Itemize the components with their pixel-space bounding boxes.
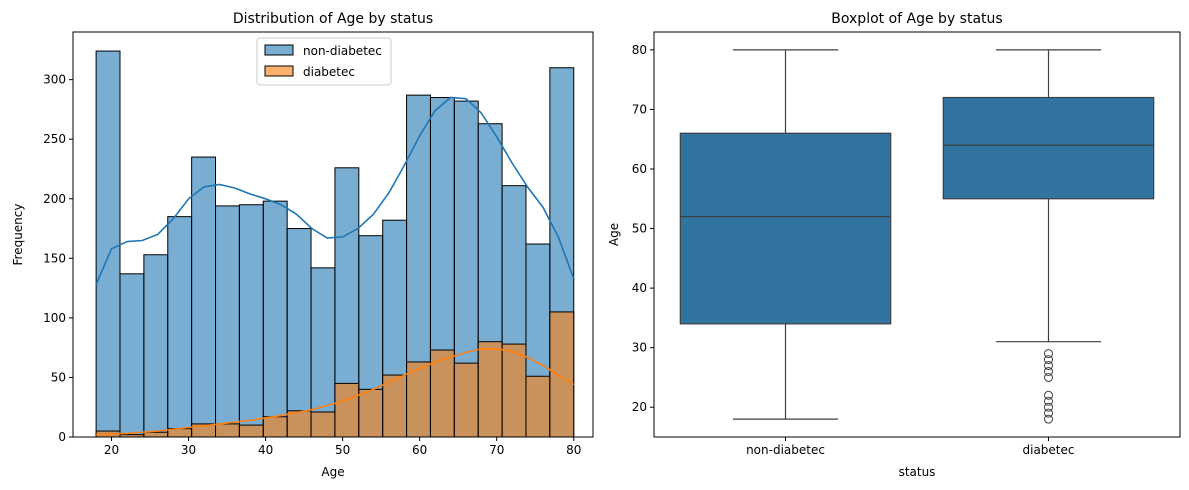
boxplot-diabetec [942,49,1155,424]
legend-swatch-diabetec [264,65,294,77]
hist-bar-diabetec [549,311,575,438]
hist-bar-non-diabetec [167,216,193,438]
hist-bar-non-diabetec [191,156,217,438]
box-iqr [942,96,1155,200]
left-y-tick-label: 300 [43,73,66,87]
outlier-point [1044,414,1053,424]
outlier-point [1044,390,1053,400]
left-x-tick-label: 80 [566,443,581,457]
left-x-tick-label: 50 [335,443,350,457]
left-y-tick-label: 0 [58,430,66,444]
outlier-point [1044,408,1053,418]
left-x-tick-label: 60 [412,443,427,457]
right-axes-frame [653,31,1181,438]
left-chart-title: Distribution of Age by status [233,11,433,27]
right-y-tick-label: 20 [632,400,647,414]
outlier-point [1044,402,1053,412]
hist-bar-diabetec [525,375,551,438]
hist-bar-non-diabetec [95,50,121,438]
hist-bar-diabetec [262,416,288,438]
hist-bar-non-diabetec [238,204,264,438]
right-y-axis-label: Age [607,223,621,246]
legend-swatch-non-diabetec [264,44,294,56]
hist-bar-diabetec [143,431,169,438]
left-axes-frame [72,31,594,438]
outlier-point [1044,349,1053,359]
hist-bar-non-diabetec [286,228,312,438]
left-y-tick-label: 250 [43,132,66,146]
right-y-tick-label: 40 [632,281,647,295]
legend-label-diabetec: diabetec [303,65,355,79]
outlier-point [1044,355,1053,365]
outlier-point [1044,372,1053,382]
right-y-tick-label: 60 [632,162,647,176]
left-x-tick-label: 30 [181,443,196,457]
hist-bar-diabetec [382,374,408,438]
right-x-axis-label: status [899,465,936,479]
left-y-tick-label: 150 [43,251,66,265]
hist-bar-non-diabetec [143,254,169,438]
right-x-tick-label: diabetec [1023,443,1075,457]
box-iqr [679,132,892,325]
right-x-tick-label: non-diabetec [746,443,825,457]
hist-bar-diabetec [334,382,360,438]
legend-label-non-diabetec: non-diabetec [303,44,382,58]
outlier-point [1044,366,1053,376]
hist-bar-diabetec [238,424,264,438]
right-y-tick-label: 30 [632,341,647,355]
left-x-tick-label: 20 [104,443,119,457]
hist-bar-diabetec [358,388,384,438]
right-y-tick-label: 80 [632,43,647,57]
hist-bar-non-diabetec [119,273,145,438]
left-y-tick-label: 100 [43,311,66,325]
boxplot-non-diabetec [679,49,892,420]
left-x-tick-label: 70 [489,443,504,457]
outlier-point [1044,396,1053,406]
hist-bar-non-diabetec [262,200,288,438]
left-y-tick-label: 200 [43,192,66,206]
hist-bar-non-diabetec [215,205,240,438]
outlier-point [1044,361,1053,371]
left-y-axis-label: Frequency [11,204,25,266]
hist-bar-diabetec [310,411,336,438]
kde-line-diabetec [96,348,575,436]
legend: non-diabetec diabetec [256,37,392,86]
left-x-tick-label: 40 [258,443,273,457]
right-y-tick-label: 50 [632,222,647,236]
hist-bar-diabetec [501,343,527,438]
hist-bar-diabetec [286,410,312,438]
hist-bar-diabetec [215,423,240,438]
hist-bar-diabetec [453,362,479,438]
left-y-tick-label: 50 [51,370,66,384]
right-chart-title: Boxplot of Age by status [831,11,1002,27]
kde-line-non-diabetec [95,96,575,285]
hist-bar-diabetec [477,341,503,438]
left-x-axis-label: Age [321,465,344,479]
right-y-tick-label: 70 [632,102,647,116]
